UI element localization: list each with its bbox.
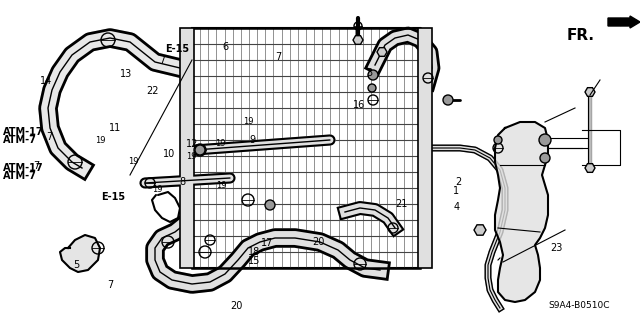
Text: 5: 5 [74, 260, 80, 270]
Circle shape [368, 70, 378, 80]
Text: 20: 20 [230, 301, 243, 311]
Text: 1: 1 [453, 186, 460, 196]
Circle shape [195, 145, 205, 155]
Text: 7: 7 [159, 55, 165, 65]
Text: ATM-17: ATM-17 [3, 127, 44, 137]
Text: FR.: FR. [567, 28, 595, 43]
Bar [192, 28, 420, 268]
Text: 21: 21 [396, 198, 408, 209]
Text: 17: 17 [261, 238, 273, 248]
Text: 19: 19 [215, 139, 225, 148]
Text: 7: 7 [33, 161, 40, 171]
Text: 8: 8 [179, 177, 186, 187]
Text: 4: 4 [453, 202, 460, 212]
Text: 7: 7 [275, 52, 282, 62]
Text: 7: 7 [108, 279, 114, 290]
Text: 19: 19 [216, 181, 227, 189]
Text: 11: 11 [109, 122, 121, 133]
Text: 6: 6 [223, 42, 229, 52]
Text: 10: 10 [163, 149, 175, 159]
Circle shape [368, 84, 376, 92]
Text: 19: 19 [95, 136, 105, 145]
Polygon shape [585, 88, 595, 96]
Polygon shape [353, 36, 363, 44]
Text: 20: 20 [312, 237, 324, 248]
Text: ATM-17: ATM-17 [3, 163, 44, 173]
Circle shape [540, 153, 550, 163]
Text: 14: 14 [40, 76, 52, 86]
Text: E-15: E-15 [101, 192, 125, 202]
Circle shape [443, 95, 453, 105]
Text: E-15: E-15 [165, 44, 189, 55]
Polygon shape [585, 164, 595, 172]
Circle shape [265, 200, 275, 210]
Text: 19: 19 [186, 152, 196, 161]
Text: 13: 13 [120, 69, 132, 79]
Text: S9A4-B0510C: S9A4-B0510C [548, 300, 609, 309]
Text: 19: 19 [128, 157, 138, 166]
Text: ATM-7: ATM-7 [3, 135, 37, 145]
Text: 3: 3 [366, 68, 372, 78]
Text: 2: 2 [456, 177, 462, 188]
Text: 19: 19 [152, 185, 163, 194]
Circle shape [494, 136, 502, 144]
Polygon shape [474, 225, 486, 235]
Polygon shape [60, 235, 100, 272]
Text: 16: 16 [353, 100, 365, 110]
Text: 23: 23 [550, 243, 563, 253]
Text: 9: 9 [250, 135, 256, 145]
Circle shape [539, 134, 551, 146]
Text: 19: 19 [243, 117, 253, 126]
Text: 15: 15 [248, 256, 260, 266]
FancyArrow shape [608, 16, 640, 28]
Bar [180, 28, 194, 268]
Bar [192, 28, 420, 268]
Text: 7: 7 [46, 132, 52, 142]
Polygon shape [377, 48, 387, 56]
Text: 22: 22 [146, 86, 159, 96]
Text: ATM-7: ATM-7 [3, 171, 37, 181]
Text: 18: 18 [248, 247, 260, 257]
Text: 12: 12 [186, 138, 198, 149]
Polygon shape [495, 122, 548, 302]
Bar [418, 28, 432, 268]
